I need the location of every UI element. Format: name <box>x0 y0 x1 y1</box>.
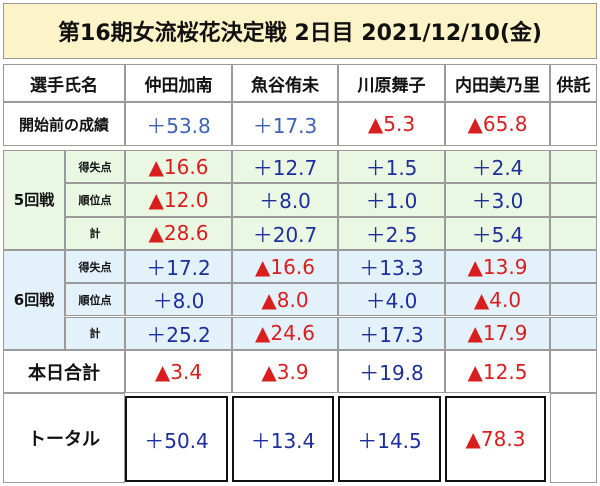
sub-label: 計 <box>65 316 125 350</box>
sub-label: 計 <box>65 216 125 250</box>
round-label: 6回戦 <box>3 249 65 350</box>
header-cell: 川原舞子 <box>338 64 445 102</box>
value-cell: ▲16.6 <box>232 249 338 284</box>
value-cell: ＋17.3 <box>232 102 338 146</box>
value-cell: ＋25.2 <box>125 316 232 350</box>
value-cell: ▲28.6 <box>125 216 232 250</box>
value-cell: ▲4.0 <box>445 283 550 317</box>
sub-label: 得失点 <box>65 150 125 184</box>
value-cell: ＋1.5 <box>338 150 445 184</box>
round-label: 5回戦 <box>3 150 65 250</box>
header-cell: 内田美乃里 <box>445 64 550 102</box>
total-cell: ▲78.3 <box>445 396 546 482</box>
row-label: 開始前の成績 <box>3 102 125 146</box>
kyotaku-cell <box>550 316 597 350</box>
value-cell: ＋17.2 <box>125 249 232 284</box>
sub-label: 順位点 <box>65 183 125 217</box>
kyotaku-cell <box>550 350 597 393</box>
value-cell: ＋12.7 <box>232 150 338 184</box>
value-cell: ▲12.5 <box>445 350 550 393</box>
row-label: 本日合計 <box>3 350 125 393</box>
total-cell: ＋13.4 <box>232 396 334 482</box>
kyotaku-cell <box>550 393 597 483</box>
sub-label: 順位点 <box>65 283 125 317</box>
header-cell: 供託 <box>550 64 597 102</box>
value-cell: ＋17.3 <box>338 316 445 350</box>
value-cell: ＋8.0 <box>125 283 232 317</box>
value-cell: ＋4.0 <box>338 283 445 317</box>
header-cell: 魚谷侑未 <box>232 64 338 102</box>
value-cell: ▲65.8 <box>445 102 550 146</box>
value-cell: ＋20.7 <box>232 216 338 250</box>
value-cell: ＋1.0 <box>338 183 445 217</box>
value-cell: ▲3.4 <box>125 350 232 393</box>
sub-label: 得失点 <box>65 249 125 284</box>
title: 第16期女流桜花決定戦 2日目 2021/12/10(金) <box>3 3 597 59</box>
kyotaku-cell <box>550 150 597 184</box>
total-cell: ＋14.5 <box>338 396 441 482</box>
value-cell: ▲3.9 <box>232 350 338 393</box>
value-cell: ▲13.9 <box>445 249 550 284</box>
kyotaku-cell <box>550 249 597 284</box>
value-cell: ＋8.0 <box>232 183 338 217</box>
kyotaku-cell <box>550 102 597 146</box>
value-cell: ▲17.9 <box>445 316 550 350</box>
value-cell: ▲12.0 <box>125 183 232 217</box>
total-cell: ＋50.4 <box>125 396 228 482</box>
header-cell: 仲田加南 <box>125 64 232 102</box>
kyotaku-cell <box>550 283 597 317</box>
value-cell: ＋5.4 <box>445 216 550 250</box>
value-cell: ＋53.8 <box>125 102 232 146</box>
value-cell: ＋2.4 <box>445 150 550 184</box>
value-cell: ▲16.6 <box>125 150 232 184</box>
value-cell: ▲8.0 <box>232 283 338 317</box>
kyotaku-cell <box>550 183 597 217</box>
value-cell: ＋19.8 <box>338 350 445 393</box>
kyotaku-cell <box>550 216 597 250</box>
value-cell: ＋13.3 <box>338 249 445 284</box>
value-cell: ▲24.6 <box>232 316 338 350</box>
row-label: トータル <box>3 393 125 483</box>
header-cell: 選手氏名 <box>3 64 125 102</box>
value-cell: ＋2.5 <box>338 216 445 250</box>
value-cell: ▲5.3 <box>338 102 445 146</box>
value-cell: ＋3.0 <box>445 183 550 217</box>
